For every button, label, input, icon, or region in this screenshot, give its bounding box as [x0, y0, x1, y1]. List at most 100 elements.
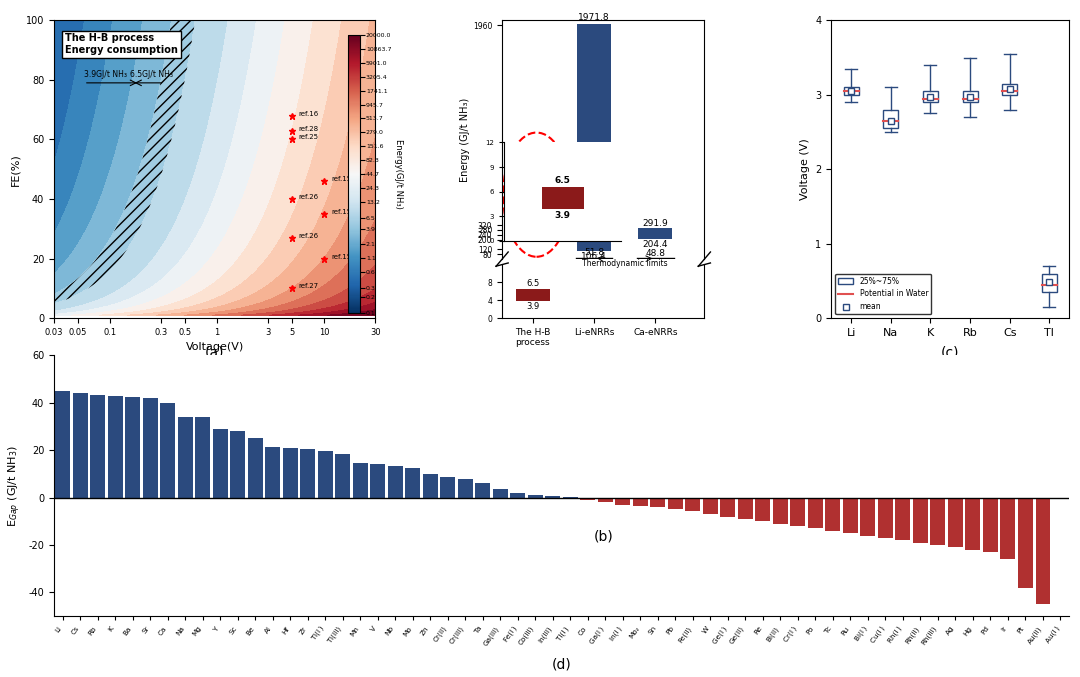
Bar — [388, 466, 403, 498]
Bar — [1000, 498, 1015, 559]
Bar — [195, 417, 211, 498]
Text: 106.4: 106.4 — [581, 252, 607, 261]
Bar — [983, 498, 998, 552]
Text: 3.9: 3.9 — [526, 302, 539, 311]
Bar — [703, 498, 718, 515]
Bar — [336, 454, 350, 498]
Text: 6.5: 6.5 — [555, 176, 570, 185]
Bar — [213, 429, 228, 498]
Bar — [720, 498, 735, 517]
FancyBboxPatch shape — [843, 87, 859, 95]
Bar — [353, 463, 368, 498]
Bar — [931, 498, 945, 545]
Bar — [542, 188, 583, 209]
Bar — [55, 391, 70, 498]
Legend: 25%~75%, Potential in Water, mean: 25%~75%, Potential in Water, mean — [835, 274, 931, 314]
Bar — [91, 395, 105, 498]
Bar — [405, 468, 420, 498]
Text: 3.9GJ/t NH₃: 3.9GJ/t NH₃ — [84, 70, 126, 79]
Bar — [686, 498, 700, 510]
Bar — [755, 498, 770, 521]
Text: 204.4: 204.4 — [643, 240, 669, 249]
Bar — [878, 498, 893, 538]
Bar — [1036, 498, 1051, 605]
Bar — [160, 403, 175, 498]
Text: Thermodynamic limits: Thermodynamic limits — [582, 259, 667, 268]
Text: 6.5GJ/t NH₃: 6.5GJ/t NH₃ — [131, 70, 174, 79]
Bar — [895, 498, 910, 540]
FancyBboxPatch shape — [923, 91, 937, 102]
Y-axis label: FE(%): FE(%) — [11, 153, 21, 185]
Text: ref.15: ref.15 — [332, 209, 351, 215]
Text: ref.15: ref.15 — [332, 254, 351, 259]
Bar — [143, 398, 158, 498]
Text: 48.8: 48.8 — [646, 249, 665, 258]
Bar — [300, 449, 315, 498]
Text: The H-B process
Energy consumption: The H-B process Energy consumption — [65, 33, 178, 55]
Bar — [773, 498, 787, 524]
FancyBboxPatch shape — [962, 91, 977, 102]
Bar — [650, 498, 665, 507]
Bar — [230, 431, 245, 498]
Bar — [247, 439, 262, 498]
Bar — [667, 498, 683, 510]
Bar — [913, 498, 928, 543]
FancyBboxPatch shape — [883, 110, 899, 129]
Y-axis label: E$_{Gap}$ (GJ/t NH$_3$): E$_{Gap}$ (GJ/t NH$_3$) — [6, 445, 23, 527]
FancyBboxPatch shape — [1042, 274, 1057, 292]
Bar — [638, 228, 672, 239]
Bar — [843, 498, 858, 533]
Text: (a): (a) — [205, 346, 225, 360]
Bar — [266, 447, 280, 498]
Bar — [545, 496, 561, 498]
Y-axis label: Energy(GJ/t NH₃): Energy(GJ/t NH₃) — [393, 139, 403, 209]
Bar — [598, 498, 612, 502]
Bar — [423, 474, 437, 498]
Text: ref.27: ref.27 — [299, 284, 319, 289]
Bar — [441, 477, 456, 498]
Bar — [475, 483, 490, 498]
FancyBboxPatch shape — [1002, 83, 1017, 95]
Text: 1971.8: 1971.8 — [578, 14, 610, 22]
Bar — [72, 393, 87, 498]
Bar — [125, 397, 140, 498]
Text: 291.9: 291.9 — [643, 219, 669, 228]
Text: ref.26: ref.26 — [299, 194, 319, 200]
Bar — [458, 479, 473, 498]
Bar — [580, 498, 595, 500]
Bar — [966, 498, 981, 550]
Y-axis label: Voltage (V): Voltage (V) — [799, 138, 810, 200]
Bar — [861, 498, 876, 536]
Bar — [808, 498, 823, 528]
Bar — [577, 24, 611, 251]
Text: 6.5: 6.5 — [526, 279, 539, 288]
Bar — [528, 496, 543, 498]
Bar — [511, 493, 525, 498]
Text: ref.16: ref.16 — [299, 110, 319, 116]
Text: 3.9: 3.9 — [555, 211, 571, 220]
Bar — [283, 448, 298, 498]
Bar — [616, 498, 631, 505]
Bar — [948, 498, 963, 547]
Bar — [492, 489, 508, 498]
Text: (b): (b) — [593, 530, 613, 544]
Bar — [370, 464, 386, 498]
Bar — [738, 498, 753, 519]
Bar — [633, 498, 648, 506]
Text: ref.26: ref.26 — [299, 233, 319, 239]
Bar — [1018, 498, 1032, 588]
Bar — [791, 498, 806, 526]
Bar — [516, 289, 550, 301]
Text: 51.8: 51.8 — [584, 248, 604, 257]
Text: ref.15: ref.15 — [332, 176, 351, 182]
Bar — [825, 498, 840, 531]
X-axis label: Voltage(V): Voltage(V) — [186, 343, 244, 353]
Y-axis label: Energy (GJ/t NH₃): Energy (GJ/t NH₃) — [460, 97, 470, 182]
Text: ref.25: ref.25 — [299, 135, 319, 140]
Text: (d): (d) — [552, 657, 571, 671]
Text: (c): (c) — [941, 346, 959, 360]
Text: ref.28: ref.28 — [299, 125, 319, 131]
Bar — [318, 452, 333, 498]
Bar — [178, 417, 192, 498]
Bar — [108, 395, 123, 498]
